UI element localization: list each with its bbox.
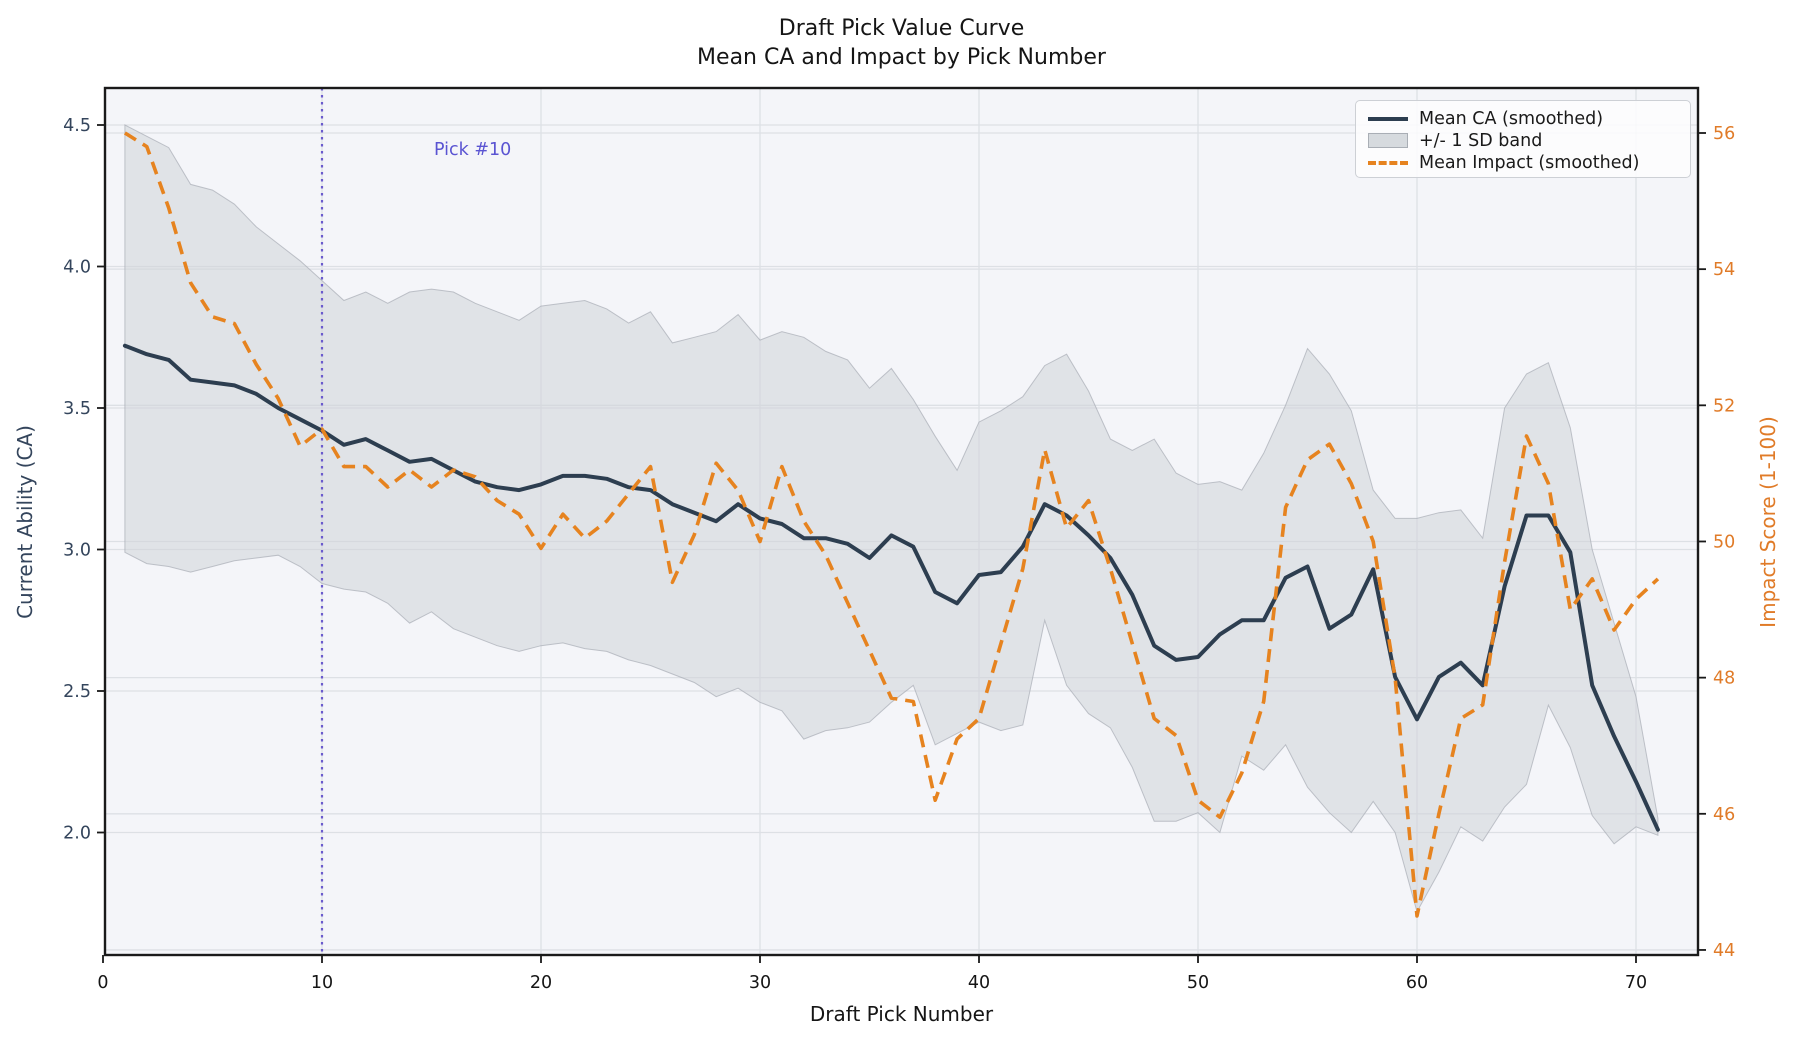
x-axis-label: Draft Pick Number xyxy=(809,1002,994,1026)
mean-ca-line xyxy=(122,343,1660,832)
legend-item-sd-band: +/- 1 SD band xyxy=(1368,130,1690,151)
chart-title-line1: Draft Pick Value Curve xyxy=(778,16,1025,41)
legend: Mean CA (smoothed) +/- 1 SD band Mean Im… xyxy=(1355,100,1691,178)
plot-border xyxy=(103,86,1700,957)
tick-label-ca-3.0: 3.0 xyxy=(63,541,91,561)
y-axis-left-label: Current Ability (CA) xyxy=(13,425,37,619)
tick-label-x-60: 60 xyxy=(1406,973,1428,993)
mean-ca-line-swatch-icon xyxy=(1368,116,1408,121)
tick-label-ca-2.5: 2.5 xyxy=(63,682,91,702)
y-axis-right-label: Impact Score (1-100) xyxy=(1756,416,1780,628)
legend-label-sd-band: +/- 1 SD band xyxy=(1419,130,1543,151)
tick-label-x-40: 40 xyxy=(968,973,990,993)
chart-title-line2: Mean CA and Impact by Pick Number xyxy=(697,45,1106,71)
tick-label-x-10: 10 xyxy=(311,973,333,993)
tick-label-impact-48: 48 xyxy=(1713,669,1735,689)
tick-label-x-50: 50 xyxy=(1187,973,1209,993)
tick-label-impact-52: 52 xyxy=(1713,396,1735,416)
sd-band-swatch-icon xyxy=(1368,133,1408,148)
mean-impact-dash-swatch-icon xyxy=(1368,160,1408,165)
legend-item-mean-impact: Mean Impact (smoothed) xyxy=(1368,152,1690,173)
tick-label-x-0: 0 xyxy=(97,973,108,993)
legend-label-mean-impact: Mean Impact (smoothed) xyxy=(1419,152,1640,173)
tick-label-impact-54: 54 xyxy=(1713,260,1735,280)
tick-label-ca-4.0: 4.0 xyxy=(63,258,91,278)
legend-item-mean-ca: Mean CA (smoothed) xyxy=(1368,108,1690,129)
tick-label-x-70: 70 xyxy=(1625,973,1647,993)
mean-impact-line xyxy=(123,131,1660,918)
sd-band-area xyxy=(124,124,1659,914)
pick-10-annotation: Pick #10 xyxy=(434,140,512,160)
tick-label-ca-4.5: 4.5 xyxy=(63,116,91,136)
tick-label-ca-3.5: 3.5 xyxy=(63,399,91,419)
legend-label-mean-ca: Mean CA (smoothed) xyxy=(1419,108,1604,129)
chart-title: Draft Pick Value Curve Mean CA and Impac… xyxy=(105,14,1698,72)
tick-label-ca-2.0: 2.0 xyxy=(63,824,91,844)
tick-label-impact-44: 44 xyxy=(1713,941,1735,961)
tick-label-x-30: 30 xyxy=(749,973,771,993)
tick-label-x-20: 20 xyxy=(530,973,552,993)
tick-label-impact-46: 46 xyxy=(1713,805,1735,825)
tick-label-impact-56: 56 xyxy=(1713,124,1735,144)
tick-label-impact-50: 50 xyxy=(1713,532,1735,552)
